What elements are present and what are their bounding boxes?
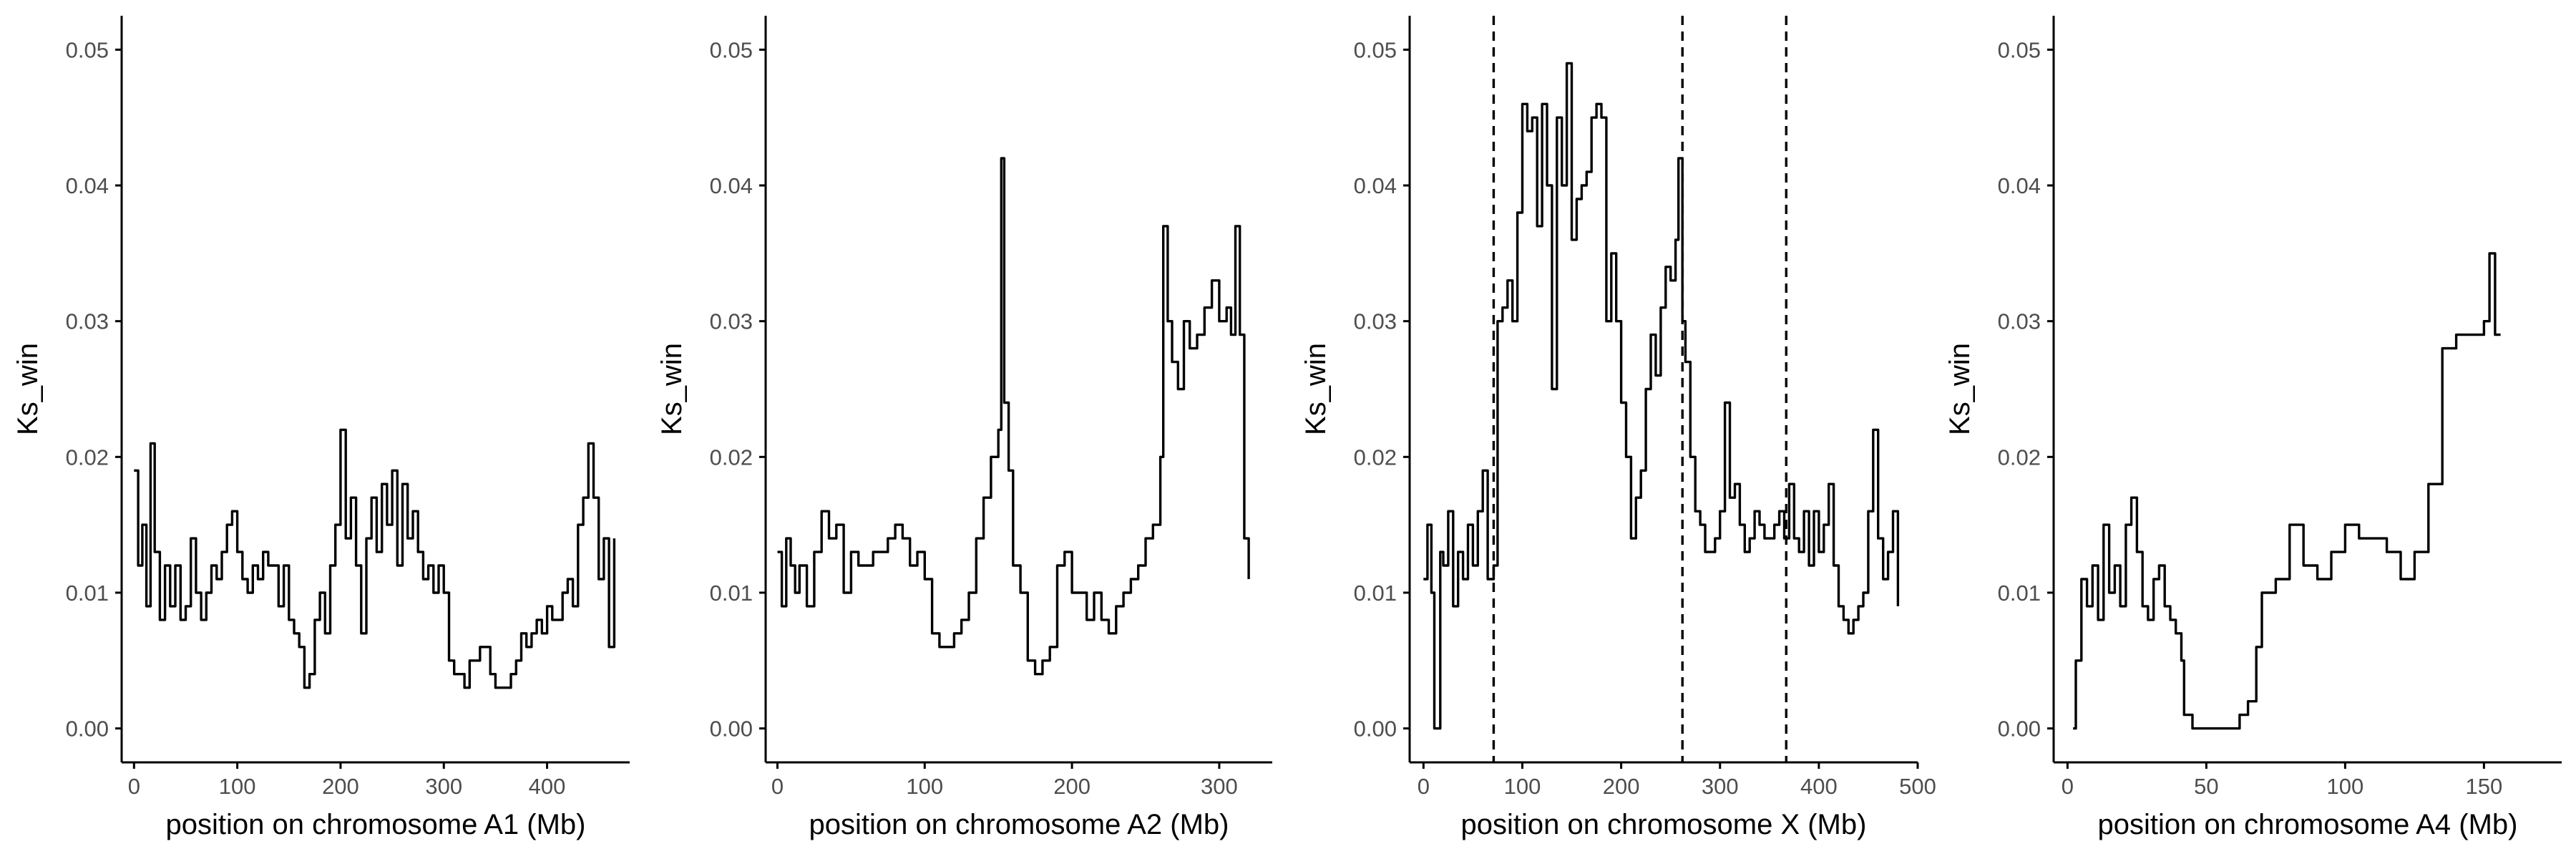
y-tick-label: 0.05 [1998, 37, 2041, 62]
x-tick-label: 0 [771, 774, 784, 799]
chart-panel-4: 0.00 0.01 0.02 0.03 0.04 0.05 0 50 100 150 positio… [1944, 16, 2562, 840]
x-tick-label: 200 [322, 774, 359, 799]
y-tick-label: 0.03 [66, 309, 109, 334]
x-tick-label: 300 [1201, 774, 1238, 799]
y-tick-label: 0.05 [710, 37, 753, 62]
x-tick-label: 400 [1800, 774, 1838, 799]
y-tick-label: 0.04 [710, 173, 753, 198]
y-tick-label: 0.02 [1354, 445, 1397, 470]
ks-series-line [2073, 252, 2501, 730]
x-tick-label: 300 [425, 774, 462, 799]
y-tick-label: 0.04 [66, 173, 109, 198]
y-tick-label: 0.01 [1998, 581, 2041, 606]
y-axis-title: Ks_win [12, 343, 44, 435]
y-tick-label: 0.05 [66, 37, 109, 62]
x-tick-label: 100 [1504, 774, 1541, 799]
chart-panel-1: 0.00 0.01 0.02 0.03 0.04 0.05 0 100 200 300 400 pos… [12, 16, 630, 840]
y-tick-label: 0.01 [1354, 581, 1397, 606]
x-axis-title: position on chromosome X (Mb) [1461, 809, 1867, 840]
y-tick-label: 0.01 [66, 581, 109, 606]
x-tick-label: 300 [1702, 774, 1739, 799]
y-axis-title: Ks_win [1300, 343, 1332, 435]
x-tick-label: 50 [2194, 774, 2218, 799]
y-tick-label: 0.02 [1998, 445, 2041, 470]
y-tick-label: 0.03 [1354, 309, 1397, 334]
x-axis-title: position on chromosome A2 (Mb) [809, 809, 1229, 840]
y-tick-label: 0.02 [710, 445, 753, 470]
x-tick-label: 150 [2465, 774, 2502, 799]
y-tick-label: 0.03 [710, 309, 753, 334]
x-tick-label: 0 [2062, 774, 2074, 799]
x-axis-title: position on chromosome A4 (Mb) [2098, 809, 2518, 840]
y-tick-label: 0.01 [710, 581, 753, 606]
y-tick-label: 0.00 [1998, 717, 2041, 742]
x-tick-label: 0 [128, 774, 140, 799]
x-axis-title: position on chromosome A1 (Mb) [166, 809, 586, 840]
x-tick-label: 0 [1418, 774, 1430, 799]
y-tick-label: 0.04 [1354, 173, 1397, 198]
y-tick-label: 0.04 [1998, 173, 2041, 198]
ks-series-line [1423, 62, 1900, 730]
chart-panel-3: 0.00 0.01 0.02 0.03 0.04 0.05 0 100 200 300 400 500… [1300, 16, 1936, 840]
chart-panel-2: 0.00 0.01 0.02 0.03 0.04 0.05 0 100 200 300 positi… [656, 16, 1272, 840]
x-tick-label: 200 [1603, 774, 1640, 799]
y-tick-label: 0.03 [1998, 309, 2041, 334]
ks-series-line [134, 428, 616, 689]
x-tick-label: 400 [529, 774, 566, 799]
y-tick-label: 0.00 [710, 717, 753, 742]
x-tick-label: 500 [1899, 774, 1936, 799]
ks-series-line [777, 157, 1250, 676]
y-tick-label: 0.02 [66, 445, 109, 470]
x-tick-label: 100 [2327, 774, 2364, 799]
x-tick-label: 100 [906, 774, 943, 799]
y-tick-label: 0.00 [1354, 717, 1397, 742]
x-tick-label: 100 [219, 774, 256, 799]
y-tick-label: 0.00 [66, 717, 109, 742]
x-tick-label: 200 [1053, 774, 1091, 799]
y-axis-title: Ks_win [1944, 343, 1976, 435]
y-tick-label: 0.05 [1354, 37, 1397, 62]
y-axis-title: Ks_win [656, 343, 688, 435]
